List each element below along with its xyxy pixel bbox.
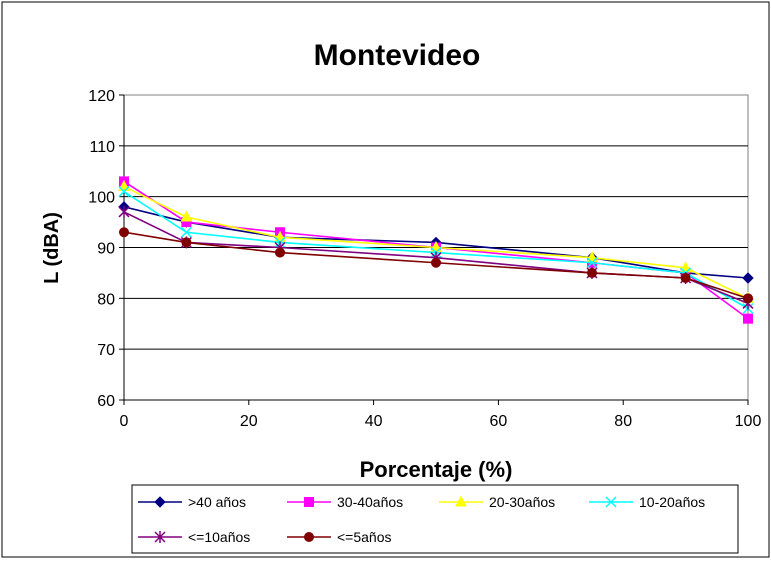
legend-swatch-marker xyxy=(455,495,467,507)
series-layer xyxy=(118,176,754,324)
data-point xyxy=(119,227,129,238)
data-point xyxy=(180,210,193,222)
data-point xyxy=(431,257,441,268)
chart-title: Montevideo xyxy=(314,39,481,72)
legend-item: 10-20años xyxy=(589,494,705,510)
legend-swatch-marker xyxy=(304,497,314,507)
data-point xyxy=(586,257,598,269)
y-tick-label: 70 xyxy=(97,342,115,359)
legend-label: 10-20años xyxy=(639,494,705,510)
y-tick-label: 110 xyxy=(89,139,115,156)
y-tick-label: 80 xyxy=(97,291,115,308)
y-axis: 60 70 80 90 100 110 120 xyxy=(88,88,125,410)
y-tick-label: 90 xyxy=(97,241,115,258)
y-tick-label: 60 xyxy=(97,393,115,410)
x-axis: 0 20 40 60 80 100 xyxy=(120,399,762,430)
data-point xyxy=(743,313,753,324)
y-axis-label: L (dBA) xyxy=(41,212,63,284)
x-axis-label: Porcentaje (%) xyxy=(360,457,513,482)
data-point xyxy=(181,237,192,248)
legend: >40 años 30-40años 20-30años 10-20años <=10a… xyxy=(138,494,705,545)
data-point xyxy=(587,267,597,278)
legend-swatch-marker xyxy=(605,496,617,508)
legend-swatch-marker xyxy=(154,496,166,508)
legend-label: >40 años xyxy=(188,494,246,510)
data-point xyxy=(742,272,754,284)
x-tick-label: 60 xyxy=(490,413,508,430)
data-point xyxy=(680,273,691,283)
legend-swatch-marker xyxy=(154,531,166,543)
x-tick-label: 100 xyxy=(735,413,762,430)
y-tick-label: 120 xyxy=(88,88,115,105)
legend-item: <=5años xyxy=(287,529,392,545)
series-circle xyxy=(119,227,753,304)
legend-swatch-marker xyxy=(304,532,314,542)
legend-item: 30-40años xyxy=(287,494,403,510)
legend-item: 20-30años xyxy=(439,494,555,510)
data-point xyxy=(118,186,130,198)
x-tick-label: 0 xyxy=(120,413,129,430)
x-tick-label: 40 xyxy=(365,413,383,430)
legend-label: <=5años xyxy=(337,529,392,545)
y-tick-label: 100 xyxy=(88,190,115,207)
legend-item: <=10años xyxy=(138,529,250,545)
legend-item: >40 años xyxy=(138,494,246,510)
data-point xyxy=(743,293,753,304)
legend-box xyxy=(131,484,739,554)
data-point xyxy=(180,226,192,238)
x-tick-label: 80 xyxy=(614,413,632,430)
x-tick-label: 20 xyxy=(240,413,258,430)
data-point xyxy=(275,247,285,258)
legend-label: 30-40años xyxy=(337,494,403,510)
legend-label: 20-30años xyxy=(489,494,555,510)
legend-label: <=10años xyxy=(188,529,250,545)
data-point xyxy=(118,205,130,218)
